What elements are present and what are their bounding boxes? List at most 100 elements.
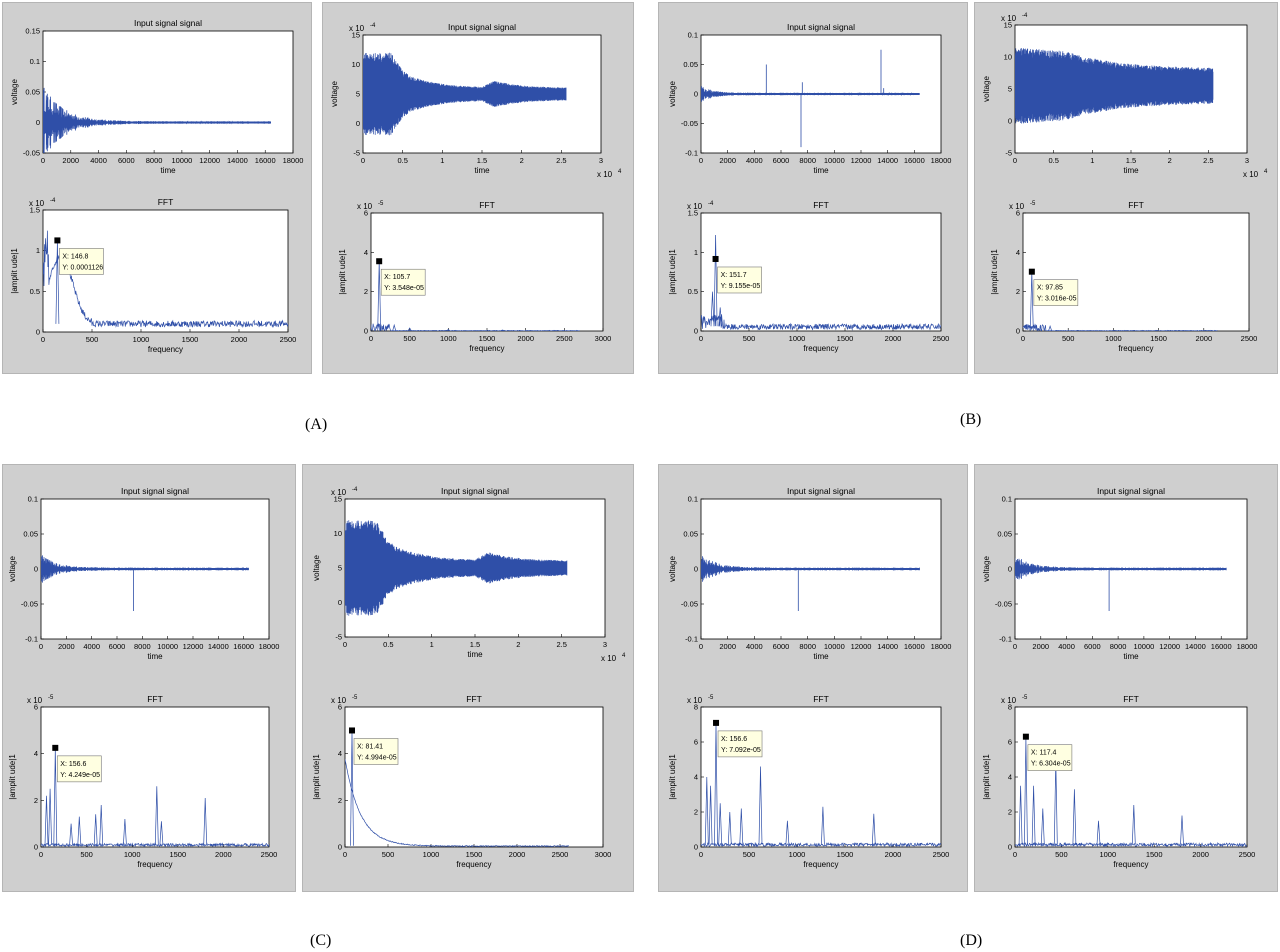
chart-4-x-axis-label: time xyxy=(813,166,829,175)
chart-14-y-tick-label: 0.05 xyxy=(997,530,1012,539)
chart-15-title: FFT xyxy=(1123,694,1139,704)
chart-3-x-tick-label: 2500 xyxy=(556,334,573,343)
chart-2-x-tick-label: 3 xyxy=(599,156,603,165)
chart-13-y-multiplier-exp: -5 xyxy=(708,695,714,701)
chart-2-y-tick-label: 10 xyxy=(352,60,360,69)
chart-1-title: FFT xyxy=(158,197,174,207)
chart-1-x-tick-label: 0 xyxy=(41,335,45,344)
chart-3-y-multiplier: x 10 xyxy=(357,202,373,211)
chart-15-datatip-box xyxy=(1027,744,1073,771)
chart-15-y-tick-label: 8 xyxy=(1008,703,1012,712)
chart-6-x-tick-label: 1 xyxy=(1090,156,1094,165)
chart-8-y-axis-label: voltage xyxy=(8,556,17,582)
chart-1-y-multiplier: x 10 xyxy=(29,199,45,208)
chart-11-y-tick-label: 2 xyxy=(338,796,342,805)
chart-5-x-tick-label: 1500 xyxy=(837,334,854,343)
chart-7-plot-area xyxy=(1022,212,1250,332)
chart-3-x-tick-label: 0 xyxy=(369,334,373,343)
chart-6-series-line xyxy=(1015,48,1214,124)
chart-1-datatip-marker xyxy=(54,237,61,244)
chart-12-x-axis-label: time xyxy=(813,652,829,661)
chart-12-y-tick-label: 0 xyxy=(694,565,698,574)
chart-2-y-tick-label: 5 xyxy=(356,90,360,99)
chart-2-series-line xyxy=(363,52,567,136)
panel-a-right: Input signal signal x 10 -4 x 10 4 0 0.5 1 1.5 2 2… xyxy=(322,2,634,374)
group-label-c: (C) xyxy=(310,932,332,949)
chart-13-y-tick-label: 8 xyxy=(694,703,698,712)
chart-11-x-tick-label: 2000 xyxy=(509,850,526,859)
panel-c-left: Input signal signal 0 2000 4000 6000 8000 1000… xyxy=(2,464,296,892)
chart-13-x-tick-label: 1000 xyxy=(789,850,806,859)
chart-13-x-axis-label: frequency xyxy=(803,860,838,869)
panel-d-right: Input signal signal 0 2000 4000 6000 8000 1000… xyxy=(974,464,1278,892)
chart-7-y-multiplier: x 10 xyxy=(1009,202,1025,211)
chart-15-x-tick-label: 1000 xyxy=(1099,850,1116,859)
chart-13-datatip-x: X: 156.6 xyxy=(721,736,747,743)
chart-3-x-tick-label: 2000 xyxy=(517,334,534,343)
chart-6-x-multiplier-exp: 4 xyxy=(1264,169,1268,175)
chart-8-x-tick-label: 2000 xyxy=(58,642,75,651)
chart-14-y-axis-label: voltage xyxy=(982,556,991,582)
chart-0-y-tick-label: 0.1 xyxy=(30,57,40,66)
chart-14-x-tick-label: 4000 xyxy=(1058,642,1075,651)
chart-0-x-tick-label: 10000 xyxy=(171,156,192,165)
panel-b-left: Input signal signal 0 2000 4000 6000 8000 1000… xyxy=(658,2,968,374)
chart-3-datatip-box xyxy=(380,268,426,296)
chart-2-x-tick-label: 1.5 xyxy=(477,156,487,165)
chart-4-x-tick-label: 18000 xyxy=(931,156,952,165)
panel-a-left: Input signal signal 0 2000 4000 6000 8000 1000… xyxy=(2,2,312,374)
chart-9-x-axis-label: frequency xyxy=(137,860,172,869)
chart-7-y-axis-label: |amplit ude|1 xyxy=(990,249,999,295)
chart-9-title: FFT xyxy=(147,694,163,704)
chart-13-datatip-marker xyxy=(713,719,720,726)
chart-10-x-multiplier: x 10 xyxy=(601,654,617,663)
chart-11-x-tick-label: 2500 xyxy=(552,850,569,859)
chart-6-x-multiplier: x 10 xyxy=(1243,170,1259,179)
chart-1-y-multiplier-exp: -4 xyxy=(50,198,56,204)
chart-10-x-tick-label: 3 xyxy=(603,640,607,649)
chart-5-y-tick-label: 1 xyxy=(694,248,698,257)
chart-10-y-multiplier: x 10 xyxy=(331,488,347,497)
chart-5-datatip-x: X: 151.7 xyxy=(721,272,747,279)
chart-14-x-tick-label: 12000 xyxy=(1159,642,1180,651)
chart-7-y-tick-label: 6 xyxy=(1016,209,1020,218)
chart-10-y-tick-label: 5 xyxy=(338,564,342,573)
chart-12-y-tick-label: -0.05 xyxy=(681,600,698,609)
chart-10-y-tick-label: 0 xyxy=(338,598,342,607)
chart-15-plot-area xyxy=(1014,706,1248,848)
chart-5-series-line xyxy=(701,234,941,331)
chart-5-x-tick-label: 2000 xyxy=(885,334,902,343)
chart-10-y-tick-label: 10 xyxy=(334,529,342,538)
chart-3-y-tick-label: 0 xyxy=(364,327,368,336)
chart-13-y-tick-label: 6 xyxy=(694,738,698,747)
chart-1-x-tick-label: 500 xyxy=(86,335,99,344)
chart-3-datatip-y: Y: 3.548e-05 xyxy=(384,285,424,292)
chart-10-x-tick-label: 0.5 xyxy=(383,640,393,649)
chart-10-x-tick-label: 2.5 xyxy=(556,640,566,649)
chart-13-x-tick-label: 2000 xyxy=(885,850,902,859)
chart-7-x-tick-label: 1000 xyxy=(1105,334,1122,343)
chart-10-series-line xyxy=(345,520,568,616)
chart-2-x-tick-label: 1 xyxy=(440,156,444,165)
chart-2-x-tick-label: 0.5 xyxy=(397,156,407,165)
chart-4-y-axis-label: voltage xyxy=(668,81,677,107)
chart-9-y-tick-label: 6 xyxy=(34,703,38,712)
chart-0-x-tick-label: 2000 xyxy=(62,156,79,165)
chart-6-y-multiplier-exp: -4 xyxy=(1022,13,1028,19)
chart-1-y-tick-label: 0.5 xyxy=(30,287,40,296)
chart-11-datatip-y: Y: 4.994e-05 xyxy=(357,754,397,761)
chart-13-y-multiplier: x 10 xyxy=(687,696,703,705)
chart-0-y-tick-label: 0.05 xyxy=(25,88,40,97)
chart-12-x-tick-label: 2000 xyxy=(719,642,736,651)
chart-15-y-multiplier-exp: -5 xyxy=(1022,695,1028,701)
chart-9-y-tick-label: 2 xyxy=(34,796,38,805)
chart-7-x-axis-label: frequency xyxy=(1118,344,1153,353)
chart-9-datatip-box xyxy=(56,755,102,783)
chart-0-x-tick-label: 6000 xyxy=(118,156,135,165)
panel-b-right-svg: x 10 -4x 10 40 0.5 1 1.5 2 2.5 3-5051015timevolt… xyxy=(982,13,1268,353)
chart-11-y-tick-label: 6 xyxy=(338,703,342,712)
chart-14-y-tick-label: -0.1 xyxy=(999,635,1012,644)
chart-13-plot-area xyxy=(700,706,942,848)
chart-5-y-multiplier: x 10 xyxy=(687,202,703,211)
